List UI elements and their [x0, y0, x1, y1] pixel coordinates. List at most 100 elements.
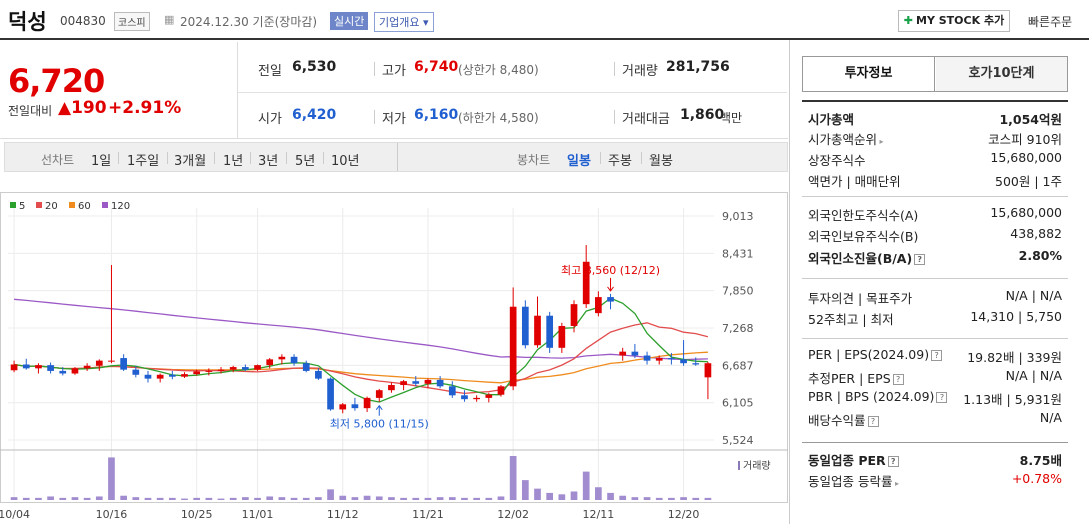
info-label: 시가총액: [808, 112, 855, 127]
info-label: 동일업종 PER?: [808, 450, 899, 469]
period-1d[interactable]: 1일: [91, 154, 112, 169]
period-1w[interactable]: 1주일: [127, 154, 160, 169]
candle-body: [509, 306, 517, 387]
help-icon[interactable]: ?: [914, 254, 926, 265]
volume-bar: [181, 498, 188, 500]
volume-bar: [327, 489, 334, 500]
info-row: 외국인한도주식수(A) 15,680,000: [808, 205, 1062, 225]
info-label: 외국인한도주식수(A): [808, 208, 919, 223]
price-chart[interactable]: 5 20 60 120 9,013 8,431 7,850 7,268 6,687 6,105 5,…: [0, 178, 788, 524]
upper-limit: (상한가 8,480): [458, 63, 539, 77]
candle-daily[interactable]: 일봉: [567, 154, 591, 169]
candle-body: [582, 261, 590, 305]
candle-body: [643, 355, 651, 361]
legend-label: 60: [78, 201, 91, 212]
candle-body: [436, 379, 444, 387]
candle-body: [424, 379, 432, 384]
volume-bar: [595, 487, 602, 500]
candle-body: [132, 369, 140, 375]
info-row: 동일업종 등락률 ▸ +0.78%: [808, 471, 1062, 491]
info-label: PER | EPS(2024.09)?: [808, 347, 943, 362]
candle-body: [485, 394, 493, 398]
help-icon[interactable]: ?: [867, 416, 879, 427]
legend-swatch: [102, 202, 108, 208]
realtime-badge[interactable]: 실시간: [330, 12, 369, 30]
info-group-valuation: PER | EPS(2024.09)? 19.82배 | 339원 추정PER |…: [802, 338, 1068, 438]
corp-info-button[interactable]: 기업개요 ▾: [374, 12, 434, 32]
current-price: 6,720: [8, 62, 105, 100]
divider: [250, 152, 251, 164]
info-value: N/A: [1039, 410, 1062, 425]
volume-bar: [400, 497, 407, 500]
help-icon[interactable]: ?: [936, 392, 948, 403]
candle-body: [278, 356, 286, 360]
period-5y[interactable]: 5년: [295, 154, 316, 169]
info-value: N/A | N/A: [1005, 288, 1062, 303]
help-icon[interactable]: ?: [931, 350, 943, 361]
candle-body: [229, 367, 237, 370]
divider: [118, 152, 119, 164]
volume-label: 거래량: [743, 460, 771, 472]
info-label-text: 동일업종 등락률: [808, 474, 893, 489]
min-arrow-head: [375, 404, 383, 411]
plus-icon: ✚: [903, 14, 914, 27]
max-annotation: 최고 8,560 (12/12): [561, 264, 660, 277]
info-tabs: 투자정보 호가10단계: [802, 56, 1068, 92]
volume-bar: [363, 495, 371, 500]
market-badge: 코스피: [114, 12, 150, 31]
volume-bar: [315, 497, 322, 500]
volume-bar: [339, 495, 347, 500]
x-tick-label: 11/12: [327, 508, 359, 521]
candle-body: [120, 358, 127, 370]
info-value: 15,680,000: [990, 205, 1062, 220]
divider: [323, 152, 324, 164]
candle-monthly[interactable]: 월봉: [649, 154, 673, 169]
volume-bar: [497, 496, 505, 500]
candle-body: [375, 390, 383, 398]
candle-body: [570, 304, 578, 326]
tab-orderbook[interactable]: 호가10단계: [936, 57, 1067, 91]
volume-bar: [546, 492, 554, 500]
volume-bar: [254, 497, 261, 500]
candle-body: [83, 365, 91, 369]
candle-weekly[interactable]: 주봉: [608, 154, 632, 169]
period-1y[interactable]: 1년: [223, 154, 244, 169]
period-3m[interactable]: 3개월: [174, 154, 207, 169]
candle-body: [339, 404, 347, 410]
quick-order-link[interactable]: 빠른주문: [1028, 15, 1073, 29]
candle-body: [351, 404, 359, 409]
lower-limit: (하한가 4,580): [458, 111, 539, 125]
divider: [167, 152, 168, 164]
volume-bar: [132, 497, 140, 500]
calendar-icon: ▦: [164, 13, 175, 26]
tab-invest-info[interactable]: 투자정보: [803, 57, 935, 91]
volume-bar: [242, 497, 249, 500]
volume-bar: [59, 497, 67, 500]
volume-bar: [643, 497, 651, 500]
volume-bar: [71, 497, 79, 500]
line-chart-label: 선차트: [41, 153, 75, 167]
y-tick-label: 7,268: [722, 322, 754, 335]
volume-bar: [534, 488, 541, 500]
info-row: 시가총액 1,054억원: [808, 109, 1062, 129]
divider: [614, 110, 615, 124]
info-row: 동일업종 PER? 8.75배: [808, 450, 1062, 470]
help-icon[interactable]: ?: [892, 374, 904, 385]
amount-value: 1,860: [680, 107, 725, 123]
info-value: 19.82배 | 339원: [967, 350, 1062, 365]
period-3y[interactable]: 3년: [258, 154, 279, 169]
candle-body: [680, 359, 687, 364]
volume-bar: [351, 497, 359, 500]
period-10y[interactable]: 10년: [331, 154, 360, 169]
candle-body: [668, 358, 675, 360]
mystock-add-button[interactable]: ✚ MY STOCK 추가: [898, 10, 1010, 32]
info-row: 투자의견 | 목표주가 N/A | N/A: [808, 288, 1062, 308]
legend-swatch: [10, 202, 16, 208]
volume-bar: [168, 497, 176, 500]
info-row: PBR | BPS (2024.09)? 1.13배 | 5,931원: [808, 389, 1062, 409]
help-icon[interactable]: ?: [887, 456, 899, 467]
volume-bar: [156, 497, 164, 500]
y-tick-label: 6,687: [722, 359, 754, 372]
volume-bar: [631, 497, 639, 500]
candle-body: [35, 365, 42, 369]
